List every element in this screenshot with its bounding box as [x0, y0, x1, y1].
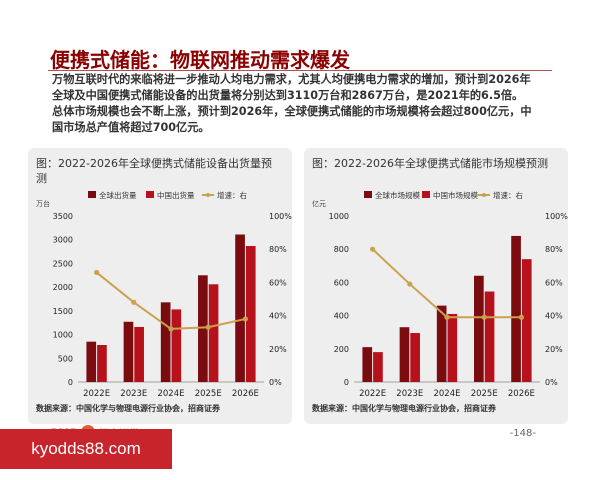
- chart-source: 数据来源：中国化学与物理电源行业协会，招商证券: [36, 404, 220, 413]
- bar-china: [134, 326, 144, 382]
- growth-line: [371, 248, 522, 319]
- legend-swatch-marker: [482, 193, 486, 197]
- bar-china: [208, 284, 219, 382]
- legend-label: 全球出货量: [99, 190, 137, 200]
- y2-tick-label: 40%: [269, 312, 287, 321]
- growth-point: [370, 246, 376, 252]
- x-tick-label: 2023E: [396, 389, 423, 399]
- y2-tick-label: 60%: [545, 278, 563, 287]
- y-tick-label: 3500: [53, 212, 73, 221]
- y-tick-label: 2500: [53, 259, 73, 268]
- y-tick-label: 600: [334, 278, 349, 287]
- x-tick-label: 2022E: [83, 389, 110, 399]
- bar-global: [511, 235, 521, 382]
- shipment-chart-panel: 图：2022-2026年全球便携式储能设备出货量预测 万台 全球出货量 中国出货量 增…: [28, 148, 292, 424]
- y2-tick-label: 40%: [545, 312, 563, 321]
- y-tick-label: 800: [334, 245, 349, 254]
- legend-swatch: [364, 191, 372, 198]
- growth-line: [95, 271, 246, 330]
- bar-china: [97, 345, 107, 382]
- growth-point: [518, 314, 524, 320]
- market-size-chart-panel: 图：2022-2026年全球便携式储能市场规模预测 亿元 全球市场规模 中国市场规模…: [304, 148, 568, 424]
- y-tick-label: 500: [58, 354, 73, 363]
- y2-tick-label: 20%: [545, 345, 563, 354]
- y-tick-label: 400: [334, 312, 349, 321]
- y-tick-label: 200: [334, 345, 349, 354]
- y2-tick-label: 60%: [269, 278, 287, 287]
- y-tick-label: 0: [344, 378, 349, 387]
- x-tick-label: 2025E: [471, 389, 498, 399]
- y-tick-label: 1000: [53, 331, 73, 340]
- y-tick-label: 3000: [53, 236, 73, 245]
- page-title: 便携式储能：物联网推动需求爆发: [50, 48, 350, 72]
- legend-swatch: [88, 191, 96, 198]
- y2-tick-label: 80%: [269, 245, 287, 254]
- y2-tick-label: 20%: [269, 345, 287, 354]
- legend-label: 增速：右: [217, 190, 247, 200]
- bar-china: [484, 291, 495, 382]
- x-tick-label: 2026E: [232, 389, 259, 399]
- chart-source: 数据来源：中国化学与物理电源行业协会，招商证券: [312, 404, 496, 413]
- legend-label: 增速：右: [493, 190, 523, 200]
- bar-global: [235, 234, 245, 382]
- bar-china: [447, 313, 458, 382]
- y-tick-label: 2000: [53, 283, 73, 292]
- y-unit-label: 亿元: [312, 199, 326, 208]
- bar-global: [198, 275, 208, 382]
- bar-china: [171, 309, 182, 382]
- title-divider: [48, 70, 552, 71]
- x-tick-label: 2024E: [157, 389, 184, 399]
- legend-label: 中国出货量: [157, 190, 195, 200]
- legend-label: 中国市场规模: [433, 190, 478, 200]
- y2-tick-label: 100%: [545, 212, 568, 221]
- bar-china: [245, 246, 256, 382]
- bar-global: [399, 327, 410, 382]
- y2-tick-label: 0%: [269, 378, 282, 387]
- legend-label: 全球市场规模: [375, 190, 420, 200]
- legend-swatch: [146, 191, 154, 198]
- x-tick-label: 2025E: [195, 389, 222, 399]
- y-unit-label: 万台: [36, 199, 50, 208]
- x-tick-label: 2023E: [120, 389, 147, 399]
- bar-china: [521, 259, 532, 382]
- chart-title: 图：2022-2026年全球便携式储能市场规模预测: [312, 157, 548, 170]
- bar-global: [123, 321, 134, 382]
- y2-tick-label: 0%: [545, 378, 558, 387]
- bar-global: [86, 341, 97, 382]
- page-number: -148-: [509, 428, 536, 439]
- growth-point: [205, 324, 211, 330]
- shipment-chart: 万台 全球出货量 中国出货量 增速：右 0 500 1000 1500 2000 2500 3000…: [36, 190, 292, 399]
- body-paragraph: 万物互联时代的来临将进一步推动人均电力需求，尤其人均便携电力需求的增加，预计到2…: [52, 73, 532, 134]
- bar-global: [436, 305, 447, 382]
- y2-tick-label: 80%: [545, 245, 563, 254]
- y-tick-label: 1000: [329, 212, 349, 221]
- growth-point: [407, 281, 413, 287]
- chart-title: 图：2022-2026年全球便携式储能设备出货量预测: [36, 157, 272, 185]
- x-tick-label: 2026E: [508, 389, 535, 399]
- bar-global: [160, 302, 171, 382]
- bar-china: [373, 352, 383, 382]
- growth-point: [481, 314, 487, 320]
- growth-point: [131, 299, 137, 305]
- bar-global: [474, 275, 484, 382]
- x-tick-label: 2024E: [433, 389, 460, 399]
- y-tick-label: 0: [68, 378, 73, 387]
- bar-global: [362, 347, 373, 382]
- bar-china: [410, 333, 420, 382]
- growth-point: [444, 314, 450, 320]
- watermark-banner: kyodds88.com: [0, 429, 172, 469]
- x-tick-label: 2022E: [359, 389, 386, 399]
- market-size-chart: 亿元 全球市场规模 中国市场规模 增速：右 0 200 400 600 800 1000 0% 20%…: [312, 190, 568, 399]
- growth-point: [94, 269, 100, 276]
- y2-tick-label: 100%: [269, 212, 292, 221]
- legend-swatch: [422, 191, 430, 198]
- legend-swatch-marker: [206, 193, 210, 197]
- y-tick-label: 1500: [53, 307, 73, 316]
- growth-point: [168, 326, 174, 332]
- growth-point: [242, 316, 248, 322]
